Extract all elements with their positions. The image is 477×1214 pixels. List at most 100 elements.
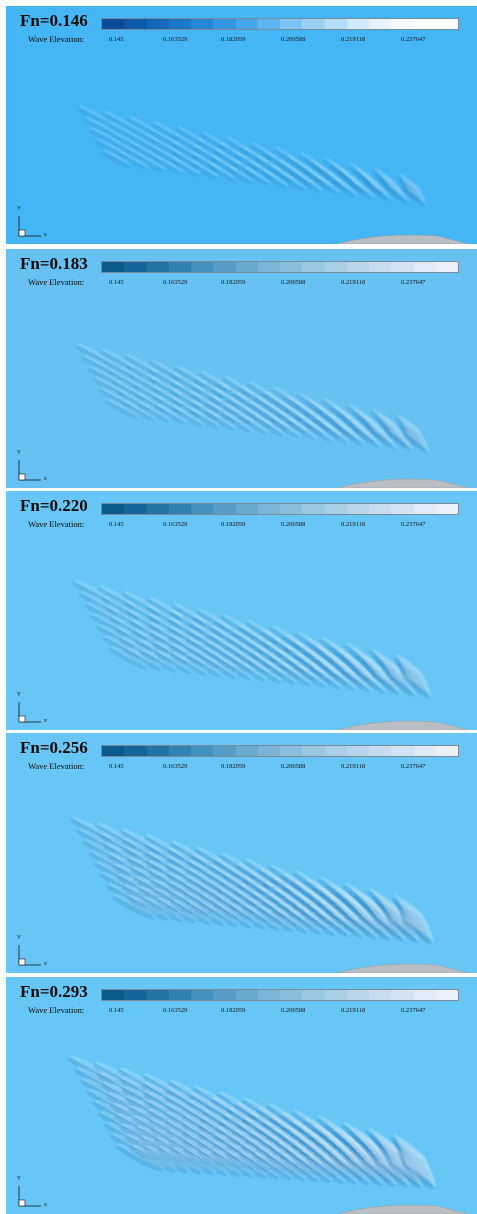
colorbar-swatch [235,746,258,756]
wave-crest [131,619,169,640]
wave-crest [170,617,206,639]
wave-crest [154,146,183,163]
wave-trough [353,896,386,920]
wave-crest [219,887,257,911]
wave-crest [219,656,254,678]
wave-crest [404,671,432,693]
panel-title: Fn=0.183 [20,254,88,273]
wave-trough [385,432,412,452]
y-axis-label: Y [17,450,21,456]
wave-crest [295,652,327,674]
legend-label: Wave Elevation: [28,277,85,287]
wave-trough [98,835,140,859]
wave-crest [128,115,157,132]
wave-crest [241,385,271,405]
wave-trough [289,1122,327,1149]
wave-crest [99,623,137,645]
wave-crest [307,638,338,660]
wave-trough [278,174,304,191]
wave-crest [361,914,393,938]
wave-crest [187,866,226,891]
wave-crest [395,1137,428,1163]
wave-trough [383,428,409,448]
wave-crest [367,662,396,684]
wave-crest [200,370,231,389]
colorbar-tick-label: 0.163529 [163,521,188,528]
wave-crest [149,604,185,626]
wave-crest [227,1149,269,1176]
wave-crest [316,1150,353,1176]
wave-trough [226,1109,267,1136]
wave-crest [298,392,327,412]
wave-crest [356,1149,391,1175]
wave-crest [231,867,268,892]
wave-trough [163,1097,207,1124]
wave-crest [256,1125,296,1151]
wave-crest [368,1127,403,1154]
wave-trough [223,139,250,156]
wave-trough [331,180,356,198]
wave-trough [140,898,182,923]
wave-crest [231,157,258,175]
wave-trough [127,1107,173,1134]
wave-trough [182,1108,225,1135]
wave-trough [108,648,146,670]
y-axis-label: Y [17,692,21,698]
field-background [6,733,477,973]
wave-crest [243,1143,284,1170]
colorbar-tick-label: 0.145 [109,521,124,528]
wave-crest [204,1109,247,1136]
wave-crest [172,388,204,407]
wave-trough [289,1133,327,1160]
wave-crest [384,180,408,198]
wave-trough [390,1137,423,1163]
wave-crest [194,614,229,636]
wave-trough [146,616,183,638]
wave-trough [92,1064,139,1090]
wave-crest [170,1079,213,1106]
wave-trough [205,1105,247,1132]
wave-trough [143,1101,188,1128]
wave-crest [159,1145,205,1172]
wave-trough [236,415,267,435]
wave-trough [375,660,405,682]
wave-crest [250,1111,290,1137]
wave-trough [371,1158,406,1184]
wave-crest [185,1105,228,1132]
wave-crest [315,415,343,436]
wave-crest [233,629,266,651]
wave-trough [343,645,373,667]
colorbar [101,503,459,515]
wave-crest [403,915,434,939]
wave-trough [334,652,364,674]
wave-trough [235,653,268,676]
wave-trough [351,411,378,431]
wave-crest [289,418,318,438]
wave-trough [256,649,290,672]
wave-crest [380,901,412,925]
wave-crest [374,893,405,917]
wave-trough [109,1135,157,1161]
wave-crest [338,410,366,430]
wave-crest [84,838,128,862]
wave-trough [126,897,168,921]
colorbar-swatch [191,262,214,272]
colorbar-swatch [257,19,280,29]
wave-trough [187,1094,230,1121]
wave-trough [379,664,408,686]
axis-origin-box [18,958,26,966]
wave-trough [374,900,406,924]
wave-trough [295,395,324,415]
wave-crest [358,653,387,675]
wave-trough [294,405,322,425]
wave-trough [181,1116,225,1143]
wave-crest [357,910,389,934]
wave-trough [360,1161,395,1188]
wave-trough [394,417,420,437]
wave-trough [294,416,323,436]
wave-crest [340,1147,376,1174]
wave-crest [184,1130,228,1156]
wave-crest [237,862,274,887]
wave-trough [88,130,118,146]
wave-crest [351,888,383,912]
